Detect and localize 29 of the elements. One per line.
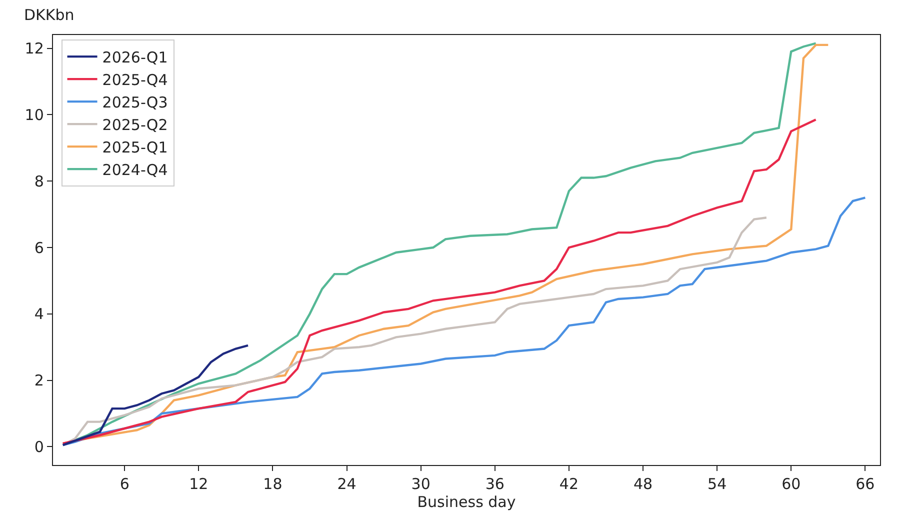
y-tick-label: 12 <box>24 40 44 58</box>
x-tick-label: 60 <box>782 475 801 494</box>
x-tick-label: 6 <box>120 475 130 494</box>
y-tick-label: 8 <box>34 172 44 190</box>
y-tick-label: 6 <box>34 238 44 257</box>
y-tick-label: 2 <box>34 372 44 390</box>
legend-label: 2025-Q2 <box>102 116 168 134</box>
x-tick-label: 36 <box>485 475 504 494</box>
x-tick-label: 30 <box>411 475 430 494</box>
legend-label: 2025-Q3 <box>102 93 168 112</box>
x-tick-label: 66 <box>856 475 875 494</box>
legend-label: 2026-Q1 <box>102 48 168 66</box>
y-tick-label: 10 <box>24 106 44 124</box>
x-tick-label: 12 <box>189 475 208 494</box>
y-tick-label: 0 <box>34 438 44 456</box>
x-tick-label: 54 <box>708 475 727 494</box>
line-series <box>62 344 250 446</box>
x-tick-label: 48 <box>633 475 653 494</box>
y-tick-label: 4 <box>34 305 44 324</box>
legend-label: 2025-Q4 <box>102 70 168 89</box>
line-series <box>62 196 866 446</box>
legend-label: 2025-Q1 <box>102 138 168 156</box>
line-series <box>62 118 817 445</box>
y-axis-title: DKKbn <box>24 6 74 24</box>
x-axis-title: Business day <box>417 493 516 512</box>
legend-label: 2024-Q4 <box>102 160 168 179</box>
x-tick-label: 24 <box>337 475 356 494</box>
x-tick-label: 18 <box>263 475 282 494</box>
x-tick-label: 42 <box>559 475 578 494</box>
